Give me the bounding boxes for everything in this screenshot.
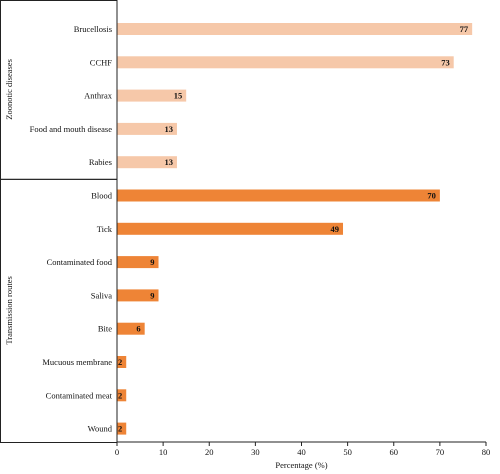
group-title: Transmission routes	[4, 276, 14, 344]
category-label: Anthrax	[84, 91, 113, 101]
x-tick-label: 0	[115, 447, 119, 457]
x-tick-label: 80	[482, 447, 491, 457]
bar	[117, 322, 145, 335]
category-label: Tick	[97, 224, 113, 234]
x-tick-label: 40	[297, 447, 306, 457]
category-label: Brucellosis	[74, 24, 112, 34]
bar-value-label: 77	[460, 24, 469, 34]
bar-value-label: 6	[136, 324, 140, 334]
category-label: Wound	[88, 424, 113, 434]
category-label: Contaminated food	[47, 257, 113, 267]
bar-value-label: 2	[118, 390, 122, 400]
x-axis: 0 10 20 30 40 50 60 70 80	[115, 0, 490, 457]
bar-value-label: 15	[174, 91, 183, 101]
category-label: Bite	[98, 324, 112, 334]
bar-value-label: 13	[164, 124, 173, 134]
bar	[117, 289, 159, 302]
category-label: Food and mouth disease	[30, 124, 113, 134]
x-tick-label: 70	[436, 447, 445, 457]
bar-value-label: 9	[150, 290, 154, 300]
group-title: Zoonotic diseases	[4, 59, 14, 120]
category-label: Blood	[91, 191, 113, 201]
category-label: Contaminated meat	[46, 390, 113, 400]
bar-value-label: 70	[427, 191, 436, 201]
category-label: CCHF	[90, 57, 112, 67]
bar-value-label: 9	[150, 257, 154, 267]
bar-value-label: 2	[118, 424, 122, 434]
bar	[117, 56, 454, 69]
x-tick-label: 20	[205, 447, 214, 457]
bar	[117, 222, 344, 235]
bar	[117, 122, 177, 135]
x-axis-title: Percentage (%)	[275, 460, 327, 470]
bar	[117, 89, 187, 102]
group-frame	[0, 178, 118, 443]
bar	[117, 156, 177, 169]
bar-value-label: 2	[118, 357, 122, 367]
bar	[117, 422, 127, 435]
category-label: Rabies	[89, 157, 112, 167]
bar	[117, 256, 159, 269]
bar-value-label: 73	[441, 57, 450, 67]
x-tick-label: 30	[251, 447, 260, 457]
category-labels: Brucellosis CCHF Anthrax Food and mouth dis…	[30, 24, 113, 434]
x-tick-label: 10	[159, 447, 168, 457]
bar	[117, 389, 127, 402]
bar-value-label: 49	[331, 224, 340, 234]
bar	[117, 356, 127, 368]
bar	[117, 189, 440, 202]
x-tick-label: 60	[390, 447, 399, 457]
bars: 77 73 15 13 13 70 49 9 9 6 2 2 2	[117, 23, 473, 435]
category-label: Mucuous membrane	[42, 357, 112, 367]
category-label: Saliva	[91, 290, 112, 300]
x-tick-label: 50	[343, 447, 352, 457]
bar-value-label: 13	[164, 157, 173, 167]
bar	[117, 23, 473, 35]
